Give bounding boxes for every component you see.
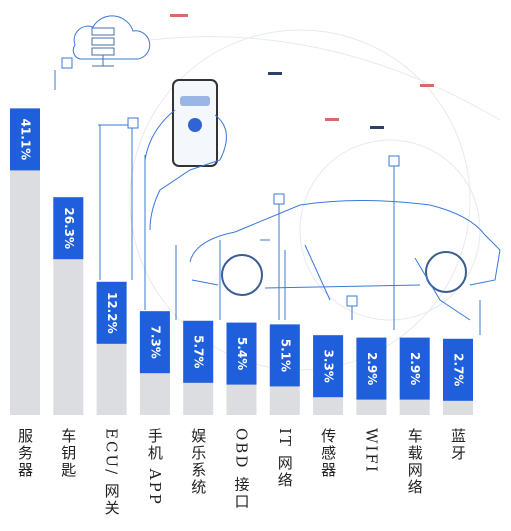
value-label: 5.7%	[192, 335, 206, 368]
bar	[399, 337, 430, 400]
value-label: 5.4%	[235, 337, 249, 370]
background-decoration	[54, 14, 501, 371]
bar	[443, 338, 473, 401]
bar	[269, 324, 300, 387]
bar	[96, 281, 127, 344]
x-tick-label: 蓝牙	[449, 428, 467, 462]
x-tick-label: 车载网络	[406, 428, 424, 496]
x-tick-label: 服务器	[16, 428, 34, 479]
bar	[226, 322, 257, 385]
value-label: 3.3%	[322, 350, 336, 383]
value-label: 26.3%	[62, 207, 76, 249]
value-label: 2.7%	[452, 353, 466, 386]
value-label: 7.3%	[148, 326, 162, 359]
bar	[10, 108, 40, 171]
bar	[183, 320, 214, 383]
x-tick-label: WIFI	[362, 428, 380, 474]
bar	[53, 197, 84, 260]
x-tick-label: 娱乐系统	[189, 428, 207, 496]
value-label: 5.1%	[278, 339, 292, 372]
x-tick-label: 手机 APP	[146, 428, 164, 506]
bar	[139, 311, 170, 374]
value-label: 41.1%	[19, 119, 33, 161]
value-label: 2.9%	[365, 352, 379, 385]
x-tick-label: OBD 接口	[233, 428, 251, 510]
x-tick-label: ECU/ 网关	[103, 428, 121, 517]
value-label: 12.2%	[105, 292, 119, 334]
value-label: 2.9%	[408, 352, 422, 385]
bar	[313, 335, 344, 398]
bars: 41.1% 服务器 26.3% 车钥匙 12.2% ECU/ 网关 7.3% 手机 APP 5.…	[10, 108, 473, 517]
x-tick-label: 车钥匙	[59, 428, 77, 479]
x-tick-label: 传感器	[319, 428, 337, 479]
x-tick-label: IT 网络	[276, 428, 294, 489]
bar	[356, 337, 387, 400]
